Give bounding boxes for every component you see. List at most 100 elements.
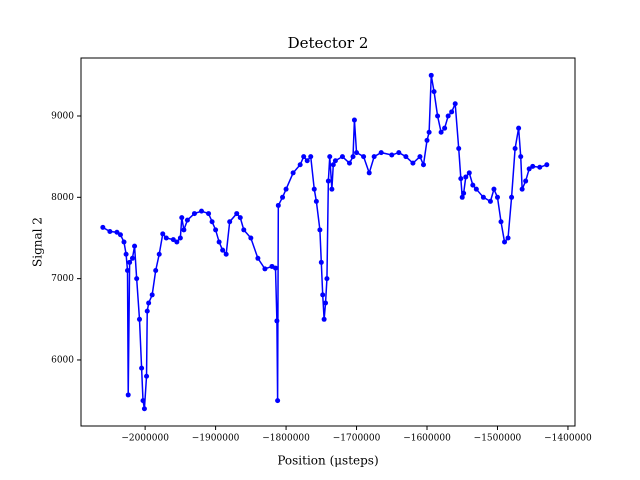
data-point	[117, 232, 123, 238]
x-tick-label: −1400000	[544, 434, 592, 444]
data-point	[262, 266, 268, 272]
data-point	[320, 292, 326, 298]
data-point	[530, 163, 536, 169]
data-point	[452, 101, 458, 107]
data-point	[170, 237, 176, 243]
data-point	[144, 373, 150, 379]
x-axis-label: Position (μsteps)	[277, 454, 378, 468]
data-point	[366, 170, 372, 176]
data-point	[153, 268, 159, 274]
data-point	[156, 251, 162, 257]
data-point	[403, 154, 409, 160]
data-point	[339, 154, 345, 160]
data-point	[129, 255, 135, 261]
data-point	[290, 170, 296, 176]
data-point	[272, 265, 278, 271]
data-point	[318, 259, 324, 265]
data-point	[431, 89, 437, 95]
data-point	[123, 251, 129, 257]
data-point	[220, 247, 226, 253]
data-point	[426, 129, 432, 135]
data-point	[466, 170, 472, 176]
data-point	[313, 198, 319, 204]
data-point	[140, 398, 146, 404]
data-point	[438, 129, 444, 135]
data-point	[518, 154, 524, 160]
data-point	[134, 276, 140, 282]
data-point	[435, 113, 441, 119]
data-point	[502, 239, 508, 245]
data-point	[227, 219, 233, 225]
data-point	[463, 174, 469, 180]
data-point	[389, 152, 395, 158]
data-point	[275, 202, 281, 208]
data-point	[519, 186, 525, 192]
data-point	[127, 259, 133, 265]
chart-title: Detector 2	[288, 34, 369, 52]
data-point	[223, 251, 229, 257]
data-point	[184, 217, 190, 223]
data-point	[255, 255, 261, 261]
data-point	[332, 158, 338, 164]
data-point	[420, 162, 426, 168]
data-point	[449, 109, 455, 115]
data-point	[280, 194, 286, 200]
data-point	[459, 194, 465, 200]
x-tick-label: −1700000	[333, 434, 381, 444]
data-point	[125, 268, 131, 274]
data-point	[537, 164, 543, 170]
data-point	[114, 229, 120, 235]
data-point	[199, 208, 205, 214]
data-point	[445, 113, 451, 119]
x-tick-label: −1500000	[474, 434, 522, 444]
data-point	[458, 176, 464, 182]
data-point	[350, 154, 356, 160]
data-point	[174, 239, 180, 245]
data-point	[213, 227, 219, 233]
data-point	[308, 154, 314, 160]
y-tick-label: 7000	[51, 274, 74, 284]
x-tick-label: −2000000	[121, 434, 169, 444]
data-point	[346, 160, 352, 166]
data-point	[516, 125, 522, 131]
data-point	[144, 308, 150, 314]
y-tick-label: 8000	[51, 193, 74, 203]
x-tick-label: −1600000	[403, 434, 451, 444]
data-point	[526, 166, 532, 172]
data-point	[132, 243, 138, 249]
data-point	[396, 150, 402, 156]
data-point	[125, 392, 131, 398]
data-point	[206, 211, 212, 217]
data-point	[329, 186, 335, 192]
data-point	[216, 239, 222, 245]
data-point	[163, 235, 169, 241]
data-point	[509, 194, 515, 200]
data-point	[442, 125, 448, 131]
data-point	[512, 146, 518, 152]
data-point	[361, 154, 367, 160]
data-point	[523, 178, 529, 184]
data-point	[325, 178, 331, 184]
data-point	[480, 194, 486, 200]
data-point	[248, 235, 254, 241]
data-point	[141, 406, 147, 412]
data-point	[324, 276, 330, 282]
data-point	[473, 186, 479, 192]
data-point	[317, 227, 323, 233]
data-point	[179, 215, 185, 221]
data-point	[417, 154, 423, 160]
data-point	[275, 398, 281, 404]
data-point	[470, 182, 476, 188]
data-point	[100, 224, 106, 230]
data-point	[209, 219, 215, 225]
data-point	[160, 231, 166, 237]
data-point	[146, 300, 152, 306]
data-point	[301, 154, 307, 160]
data-point	[456, 146, 462, 152]
data-point	[351, 117, 357, 123]
y-tick-label: 6000	[51, 355, 74, 365]
data-point	[149, 292, 155, 298]
data-point	[321, 316, 327, 322]
data-point	[181, 227, 187, 233]
